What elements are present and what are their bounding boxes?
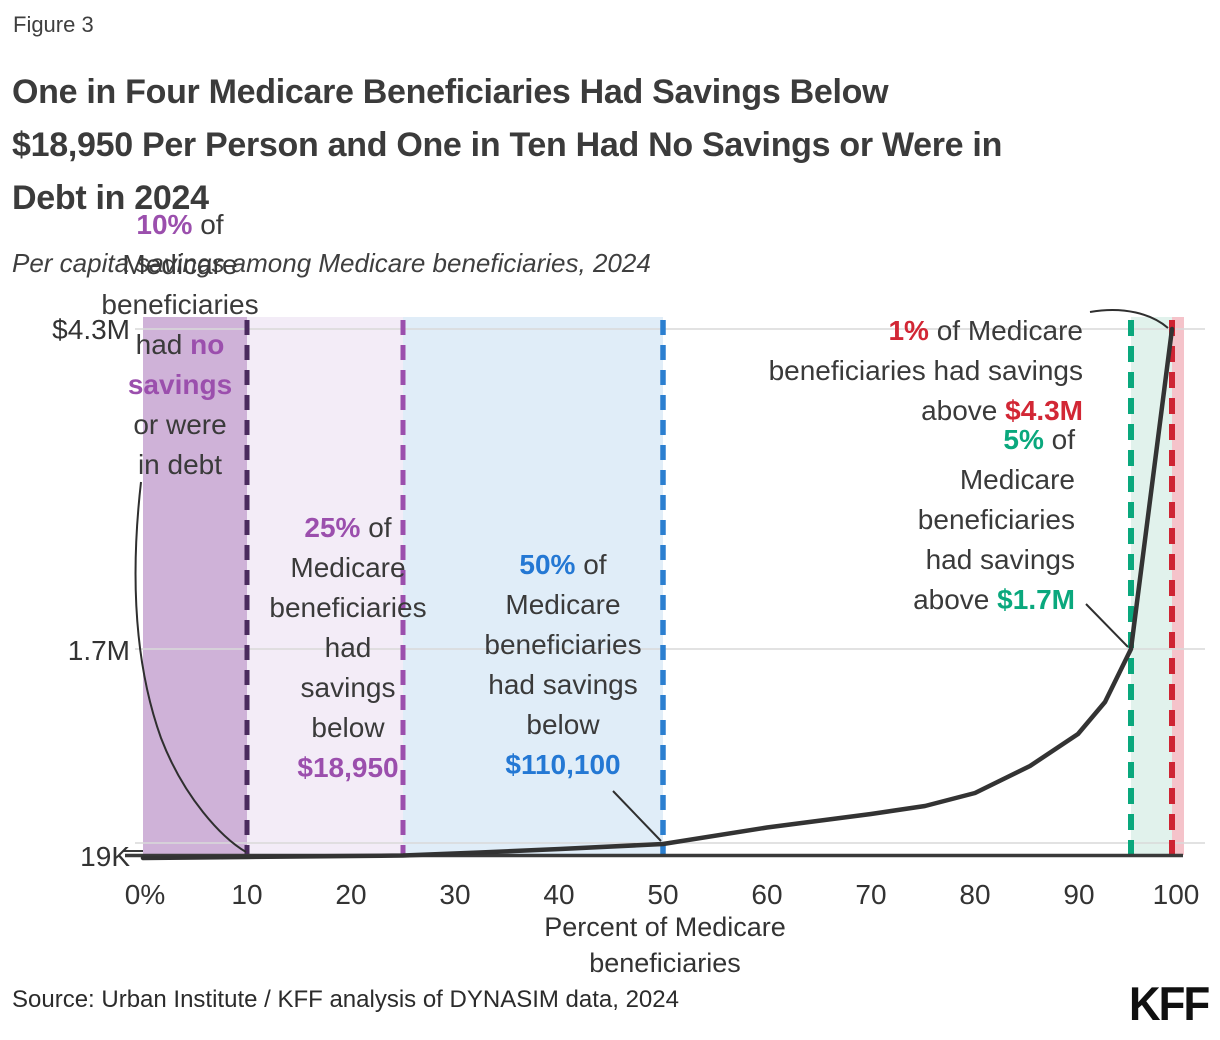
region-0-10pct bbox=[143, 317, 247, 855]
annotation-1pct-above-4-3m: 1% of Medicare beneficiaries had savings… bbox=[768, 315, 1083, 426]
region-25-50pct bbox=[403, 317, 663, 855]
x-tick-40: 40 bbox=[543, 879, 575, 910]
x-axis-title-line2: beneficiaries bbox=[589, 948, 741, 978]
x-tick-0: 0% bbox=[124, 879, 166, 910]
annotation-10pct-no-savings: 10% of Medicare beneficiaries had no sav… bbox=[101, 209, 259, 480]
x-tick-30: 30 bbox=[439, 879, 471, 910]
leader-line-5pct bbox=[1085, 603, 1129, 648]
x-tick-70: 70 bbox=[855, 879, 887, 910]
y-tick-4-3m: $4.3M bbox=[52, 314, 130, 345]
x-tick-50: 50 bbox=[647, 879, 679, 910]
x-tick-90: 90 bbox=[1063, 879, 1095, 910]
savings-curve bbox=[140, 326, 1175, 861]
chart-title: One in Four Medicare Beneficiaries Had S… bbox=[12, 66, 1212, 225]
chart-title-line1: One in Four Medicare Beneficiaries Had S… bbox=[12, 73, 889, 111]
x-tick-20: 20 bbox=[335, 879, 367, 910]
chart-subtitle: Per capita savings among Medicare benefi… bbox=[12, 248, 651, 278]
x-axis-title: Percent of Medicare beneficiaries bbox=[465, 909, 865, 981]
source-note: Source: Urban Institute / KFF analysis o… bbox=[12, 986, 679, 1013]
annotation-25pct-below-18950: 25% of Medicare beneficiaries had saving… bbox=[269, 512, 427, 783]
region-10-25pct bbox=[247, 317, 403, 855]
x-tick-10: 10 bbox=[231, 879, 263, 910]
kff-logo: KFF bbox=[1128, 977, 1210, 1030]
x-tick-80: 80 bbox=[959, 879, 991, 910]
leader-line-10pct bbox=[134, 481, 247, 853]
annotation-50pct-below-110100: 50% of Medicare beneficiaries had saving… bbox=[484, 549, 642, 780]
y-tick-1-7m: 1.7M bbox=[67, 635, 130, 666]
y-tick-19k: 19K bbox=[80, 841, 130, 872]
chart-title-line3: Debt in 2024 bbox=[12, 179, 209, 217]
x-tick-100: 100 bbox=[1152, 879, 1200, 910]
leader-line-1pct bbox=[1089, 309, 1169, 329]
annotation-5pct-above-1-7m: 5% of Medicare beneficiaries had savings… bbox=[913, 424, 1075, 615]
chart-title-line2: $18,950 Per Person and One in Ten Had No… bbox=[12, 126, 1003, 164]
leader-line-50pct bbox=[612, 790, 662, 842]
figure-label: Figure 3 bbox=[13, 12, 94, 37]
x-axis-title-line1: Percent of Medicare bbox=[544, 912, 786, 942]
x-tick-60: 60 bbox=[751, 879, 783, 910]
